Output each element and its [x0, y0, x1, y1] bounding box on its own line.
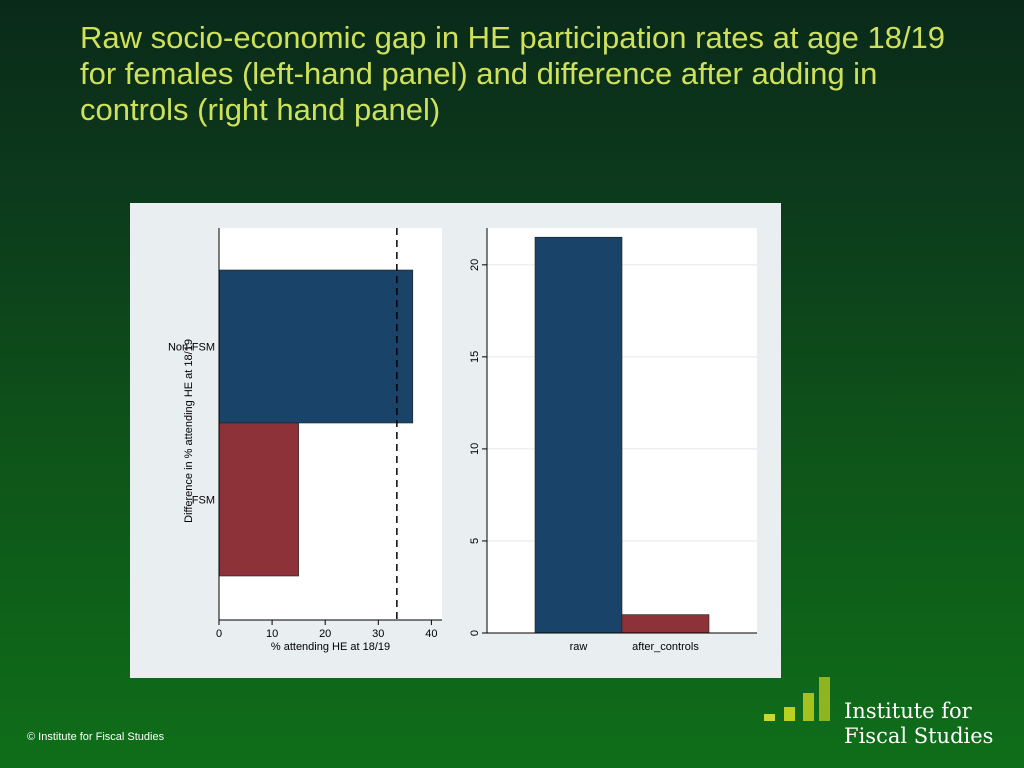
- right-y-tick-label-0: 0: [469, 630, 481, 636]
- right-category-label-1: after_controls: [632, 641, 699, 653]
- left-x-tick-label-1: 10: [266, 628, 278, 640]
- right-y-tick-label-1: 5: [469, 538, 481, 544]
- left-x-tick-label-4: 40: [425, 628, 437, 640]
- logo-bars-icon: [764, 677, 830, 721]
- left-bar-1: [218, 422, 299, 577]
- chart-svg: Non-FSM FSM 0 10 20 30 40 % attending HE at 18/…: [168, 228, 757, 653]
- left-x-tick-label-2: 20: [319, 628, 331, 640]
- left-x-tick-label-0: 0: [216, 628, 222, 640]
- logo-line-2: Fiscal Studies: [844, 724, 994, 748]
- left-category-label-0: Non-FSM: [168, 342, 215, 354]
- right-bar-1: [621, 614, 710, 634]
- slide-title: Raw socio-economic gap in HE participati…: [80, 20, 946, 127]
- right-bar-0: [534, 236, 623, 634]
- logo-line-1: Institute for: [844, 699, 972, 723]
- right-y-axis-label: Difference in % attending HE at 18/19: [183, 339, 195, 523]
- right-y-tick-label-2: 10: [469, 443, 481, 455]
- copyright-text: © Institute for Fiscal Studies: [27, 731, 165, 743]
- left-x-axis-label: % attending HE at 18/19: [271, 641, 390, 653]
- right-y-tick-label-4: 20: [469, 259, 481, 271]
- logo-text: Institute for Fiscal Studies: [844, 699, 993, 749]
- ifs-logo: Institute for Fiscal Studies: [762, 675, 1012, 755]
- left-x-tick-label-3: 30: [372, 628, 384, 640]
- left-category-label-1: FSM: [192, 495, 215, 507]
- left-bar-0: [218, 269, 414, 424]
- right-y-tick-label-3: 15: [469, 351, 481, 363]
- right-category-label-0: raw: [570, 641, 588, 653]
- chart-figure: Non-FSM FSM 0 10 20 30 40 % attending HE at 18/…: [130, 203, 781, 678]
